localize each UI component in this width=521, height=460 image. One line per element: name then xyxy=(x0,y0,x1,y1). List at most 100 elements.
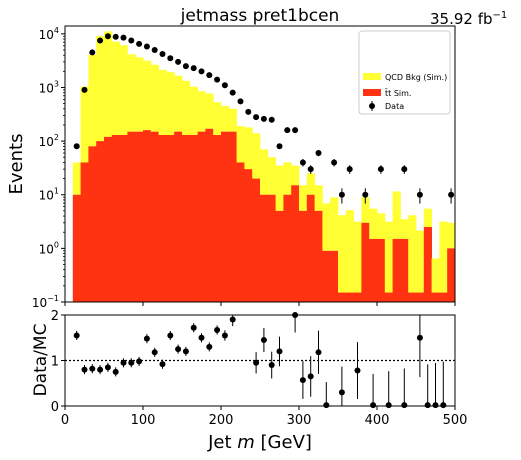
ratio-point xyxy=(136,358,143,365)
legend: QCD Bkg (Sim.) t̄t Sim. Data xyxy=(358,30,451,115)
y-tick-label: 104 xyxy=(39,26,59,42)
bar-ttbar xyxy=(213,134,222,302)
y-tick-label: 100 xyxy=(39,240,59,256)
data-point xyxy=(362,191,369,198)
ratio-point xyxy=(221,332,228,339)
ratio-point xyxy=(440,402,447,409)
ratio-point xyxy=(432,402,439,409)
ratio-point xyxy=(104,364,111,371)
legend-swatch-ttbar xyxy=(363,89,381,96)
ratio-point xyxy=(190,324,197,331)
y-tick-label: 101 xyxy=(39,187,59,203)
legend-label-data: Data xyxy=(385,102,404,111)
bar-ttbar xyxy=(189,134,198,302)
bar-ttbar xyxy=(244,169,253,302)
bar-ttbar xyxy=(80,162,89,302)
bar-qcd xyxy=(213,102,222,135)
x-tick-label: 100 xyxy=(131,413,156,428)
bar-qcd xyxy=(260,149,269,195)
bar-qcd xyxy=(221,106,230,132)
ratio-point xyxy=(175,346,182,353)
x-tick-label: 500 xyxy=(443,413,468,428)
bar-qcd xyxy=(228,108,237,132)
bar-ttbar xyxy=(267,194,276,302)
bar-qcd xyxy=(119,45,128,135)
data-point xyxy=(221,82,228,89)
bar-qcd xyxy=(353,221,362,293)
ratio-point xyxy=(260,337,267,344)
y-tick-label: 103 xyxy=(39,79,59,95)
data-point xyxy=(151,46,158,53)
ratio-point xyxy=(214,327,221,334)
bar-ttbar xyxy=(150,131,159,302)
data-point xyxy=(214,76,221,83)
bar-ttbar xyxy=(330,250,339,302)
chart-title: jetmass pret1bcen xyxy=(180,6,340,26)
ratio-point xyxy=(401,402,408,409)
data-point xyxy=(182,63,189,70)
bar-qcd xyxy=(267,157,276,195)
bar-qcd xyxy=(182,80,191,135)
ratio-point xyxy=(253,359,260,366)
bar-qcd xyxy=(166,72,175,135)
bar-qcd xyxy=(345,210,354,293)
ratio-point xyxy=(151,349,158,356)
data-point xyxy=(143,43,150,50)
bar-ttbar xyxy=(377,238,386,302)
main-x-axis xyxy=(64,302,456,306)
data-point xyxy=(284,127,291,134)
data-point xyxy=(167,55,174,62)
ratio-point xyxy=(159,361,166,368)
bar-ttbar xyxy=(353,292,362,302)
bar-ttbar xyxy=(104,136,113,302)
bar-qcd xyxy=(80,86,89,163)
data-point xyxy=(175,58,182,65)
x-tick-label: 0 xyxy=(61,413,69,428)
bar-qcd xyxy=(127,54,136,132)
ratio-point xyxy=(307,373,314,380)
data-point xyxy=(245,108,252,115)
bar-qcd xyxy=(158,69,167,135)
bar-ttbar xyxy=(338,292,347,302)
ratio-point xyxy=(206,343,213,350)
bar-qcd xyxy=(377,213,386,239)
ratio-point xyxy=(416,334,423,341)
y-tick-label: 102 xyxy=(39,133,59,149)
ratio-point xyxy=(354,367,361,374)
bar-ttbar xyxy=(197,131,206,302)
legend-label-qcd: QCD Bkg (Sim.) xyxy=(385,73,447,82)
bar-qcd xyxy=(72,162,81,195)
ratio-point xyxy=(424,402,431,409)
bar-qcd xyxy=(236,126,245,163)
bar-ttbar xyxy=(166,134,175,302)
data-point xyxy=(159,51,166,58)
data-point xyxy=(292,127,299,134)
ratio-y-tick-label: 0 xyxy=(51,400,59,415)
bar-qcd xyxy=(369,208,378,239)
ratio-points xyxy=(73,312,447,409)
bar-ttbar xyxy=(228,131,237,302)
bar-qcd xyxy=(299,185,308,211)
data-points xyxy=(73,33,455,204)
data-point xyxy=(416,191,423,198)
bar-qcd xyxy=(416,230,425,293)
bar-ttbar xyxy=(135,131,144,302)
bar-ttbar xyxy=(299,210,308,302)
data-point xyxy=(190,65,197,72)
ratio-x-axis: 0 100 200 300 400 500 xyxy=(61,406,468,428)
bar-ttbar xyxy=(111,134,120,302)
bar-ttbar xyxy=(96,141,105,302)
ratio-point xyxy=(167,332,174,339)
data-point xyxy=(97,37,104,44)
bar-qcd xyxy=(322,203,331,251)
bar-ttbar xyxy=(88,146,97,302)
data-point xyxy=(104,33,111,40)
luminosity-label: 35.92 fb−1 xyxy=(430,10,507,28)
bar-qcd xyxy=(439,221,448,293)
ratio-point xyxy=(81,366,88,373)
ratio-point xyxy=(229,316,236,323)
bar-qcd xyxy=(306,173,315,195)
ratio-point xyxy=(338,389,345,396)
legend-label-ttbar: t̄t Sim. xyxy=(384,88,411,98)
bar-qcd xyxy=(244,127,253,170)
